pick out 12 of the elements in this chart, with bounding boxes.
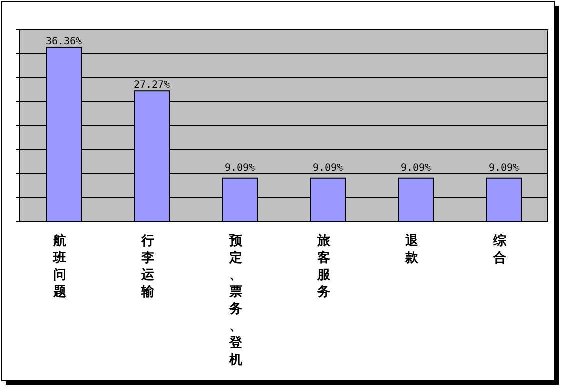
data-label: 36.36% (46, 36, 82, 48)
x-tick-label: 预定、票务、登机 (228, 234, 244, 368)
x-tick-label: 行李运输 (140, 234, 156, 300)
data-label: 9.09% (488, 163, 520, 174)
x-tick-label: 退款 (404, 233, 420, 266)
x-tick-label: 航班问题 (52, 233, 66, 300)
x-tick-label: 综合 (492, 233, 508, 266)
x-tick-label: 旅客服务 (316, 233, 332, 300)
data-label: 27.27% (134, 80, 170, 92)
data-label: 9.09% (312, 163, 344, 174)
data-label: 9.09% (400, 163, 432, 174)
data-label: 9.09% (224, 163, 256, 174)
